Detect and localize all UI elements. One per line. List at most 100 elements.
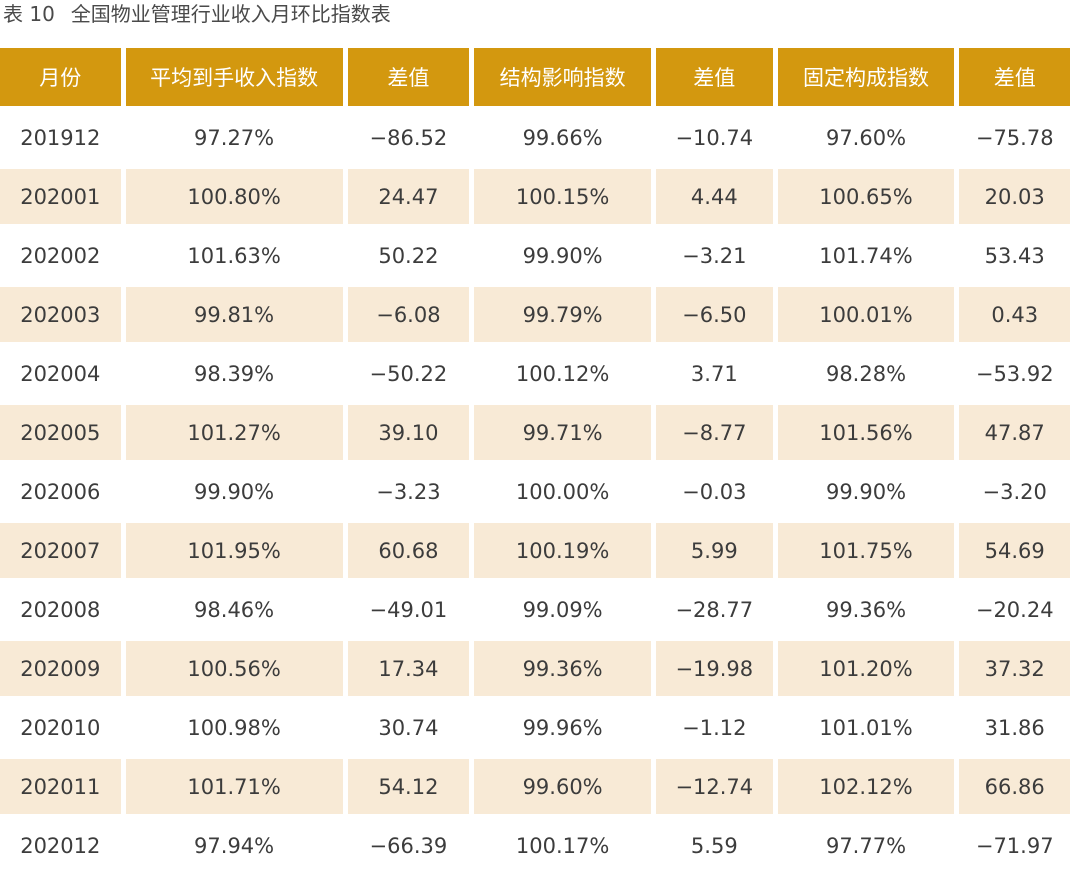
header-avg-income-index: 平均到手收入指数	[125, 48, 343, 106]
cell-avg-income-index: 100.98%	[187, 715, 281, 740]
cell-structure-index: 100.17%	[515, 833, 610, 858]
cell-diff-2: 5.59	[690, 833, 738, 858]
cell-avg-income-index: 101.63%	[187, 243, 281, 268]
table-row: 202012 97.94% −66.39 100.17% 5.59 97.77% −71.9…	[0, 818, 1070, 873]
cell-structure-index: 100.15%	[474, 169, 652, 224]
cell-diff-1: −3.23	[376, 479, 441, 504]
cell-diff-3: 66.86	[959, 759, 1070, 814]
cell-fixed-index: 100.01%	[777, 287, 955, 342]
cell-structure-index: 100.00%	[515, 479, 610, 504]
cell-diff-3: 20.03	[959, 169, 1070, 224]
caption-label: 表 10	[3, 2, 55, 26]
cell-diff-1: −66.39	[369, 833, 448, 858]
cell-diff-2: −3.21	[682, 243, 747, 268]
table-row: 202011 101.71% 54.12 99.60% −12.74 102.12% 66.…	[0, 759, 1070, 814]
cell-diff-3: −3.20	[982, 479, 1047, 504]
cell-structure-index: 99.96%	[522, 715, 603, 740]
cell-structure-index: 99.71%	[474, 405, 652, 460]
cell-avg-income-index: 97.27%	[194, 125, 275, 150]
cell-diff-3: 47.87	[959, 405, 1070, 460]
income-index-table: 月份 平均到手收入指数 差值 结构影响指数 差值 固定构成指数 差值 20191…	[0, 44, 1075, 877]
header-diff-1: 差值	[347, 48, 470, 106]
cell-structure-index: 99.90%	[522, 243, 603, 268]
cell-avg-income-index: 101.95%	[125, 523, 343, 578]
cell-diff-3: 53.43	[984, 243, 1045, 268]
cell-structure-index: 99.36%	[474, 641, 652, 696]
cell-fixed-index: 98.28%	[825, 361, 907, 386]
cell-fixed-index: 99.90%	[825, 479, 907, 504]
cell-diff-1: 17.34	[347, 641, 470, 696]
cell-fixed-index: 97.60%	[825, 125, 907, 150]
cell-diff-2: −28.77	[675, 597, 754, 622]
cell-diff-1: −6.08	[347, 287, 470, 342]
cell-diff-1: 50.22	[378, 243, 439, 268]
cell-diff-2: −0.03	[682, 479, 747, 504]
cell-month: 202009	[0, 641, 121, 696]
cell-diff-3: 0.43	[959, 287, 1070, 342]
cell-avg-income-index: 100.56%	[125, 641, 343, 696]
cell-diff-2: −8.77	[656, 405, 773, 460]
cell-month: 202008	[20, 597, 101, 622]
header-structure-index: 结构影响指数	[474, 48, 652, 106]
cell-structure-index: 100.19%	[474, 523, 652, 578]
cell-fixed-index: 100.65%	[777, 169, 955, 224]
cell-diff-3: 54.69	[959, 523, 1070, 578]
cell-diff-2: −19.98	[656, 641, 773, 696]
cell-avg-income-index: 101.71%	[125, 759, 343, 814]
cell-structure-index: 100.12%	[515, 361, 610, 386]
cell-fixed-index: 101.01%	[819, 715, 913, 740]
cell-diff-2: 5.99	[656, 523, 773, 578]
cell-month: 202006	[20, 479, 101, 504]
cell-month: 202001	[0, 169, 121, 224]
table-row: 202004 98.39% −50.22 100.12% 3.71 98.28% −53.9…	[0, 346, 1070, 401]
table-row: 202001 100.80% 24.47 100.15% 4.44 100.65% 20.0…	[0, 169, 1070, 224]
cell-avg-income-index: 97.94%	[194, 833, 275, 858]
cell-fixed-index: 99.36%	[825, 597, 907, 622]
table-row: 201912 97.27% −86.52 99.66% −10.74 97.60% −75.…	[0, 110, 1070, 165]
cell-diff-1: 60.68	[347, 523, 470, 578]
cell-avg-income-index: 101.27%	[125, 405, 343, 460]
cell-diff-1: 24.47	[347, 169, 470, 224]
cell-structure-index: 99.60%	[474, 759, 652, 814]
cell-fixed-index: 101.74%	[819, 243, 913, 268]
cell-diff-1: 39.10	[347, 405, 470, 460]
cell-diff-3: 31.86	[984, 715, 1045, 740]
cell-diff-2: −1.12	[682, 715, 747, 740]
header-diff-2: 差值	[656, 48, 773, 106]
cell-diff-3: −75.78	[975, 125, 1054, 150]
cell-month: 202007	[0, 523, 121, 578]
cell-fixed-index: 97.77%	[825, 833, 907, 858]
cell-structure-index: 99.09%	[522, 597, 603, 622]
cell-avg-income-index: 99.90%	[194, 479, 275, 504]
cell-month: 201912	[20, 125, 101, 150]
cell-diff-2: −6.50	[656, 287, 773, 342]
cell-avg-income-index: 99.81%	[125, 287, 343, 342]
cell-diff-3: −71.97	[975, 833, 1054, 858]
cell-diff-3: −20.24	[975, 597, 1054, 622]
header-month: 月份	[0, 48, 121, 106]
cell-structure-index: 99.66%	[522, 125, 603, 150]
table-row: 202003 99.81% −6.08 99.79% −6.50 100.01% 0.43	[0, 287, 1070, 342]
cell-diff-3: 37.32	[959, 641, 1070, 696]
cell-diff-1: 54.12	[347, 759, 470, 814]
cell-fixed-index: 101.20%	[777, 641, 955, 696]
cell-fixed-index: 102.12%	[777, 759, 955, 814]
table-header-row: 月份 平均到手收入指数 差值 结构影响指数 差值 固定构成指数 差值	[0, 48, 1070, 106]
table-row: 202009 100.56% 17.34 99.36% −19.98 101.20% 37.…	[0, 641, 1070, 696]
caption-title: 全国物业管理行业收入月环比指数表	[70, 2, 391, 26]
cell-structure-index: 99.79%	[474, 287, 652, 342]
cell-diff-3: −53.92	[975, 361, 1054, 386]
cell-diff-1: 30.74	[378, 715, 439, 740]
cell-avg-income-index: 98.46%	[194, 597, 275, 622]
cell-avg-income-index: 98.39%	[194, 361, 275, 386]
cell-month: 202005	[0, 405, 121, 460]
cell-avg-income-index: 100.80%	[125, 169, 343, 224]
cell-month: 202010	[20, 715, 101, 740]
table-body: 201912 97.27% −86.52 99.66% −10.74 97.60% −75.…	[0, 110, 1070, 873]
table-row: 202010 100.98% 30.74 99.96% −1.12 101.01% 31.8…	[0, 700, 1070, 755]
table-row: 202008 98.46% −49.01 99.09% −28.77 99.36% −20.…	[0, 582, 1070, 637]
header-diff-3: 差值	[959, 48, 1070, 106]
cell-fixed-index: 101.56%	[777, 405, 955, 460]
cell-diff-2: −10.74	[675, 125, 754, 150]
cell-diff-2: 4.44	[656, 169, 773, 224]
